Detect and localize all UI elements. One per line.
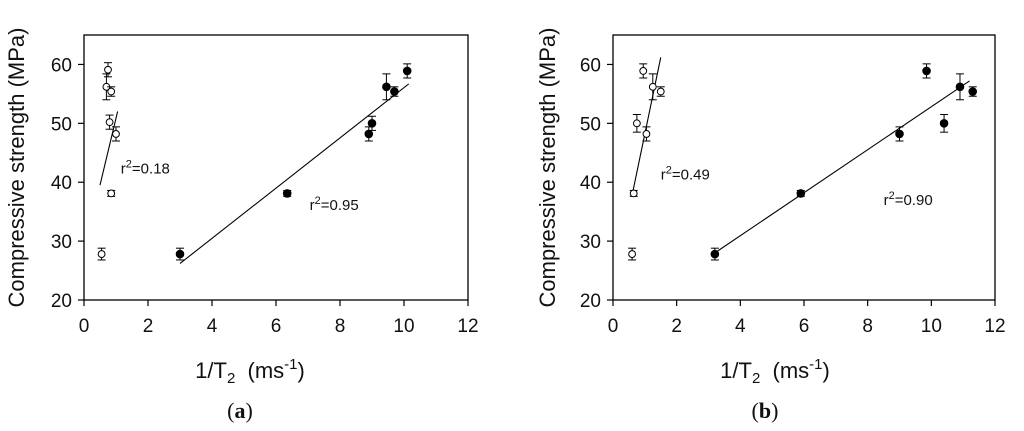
y-tick-label: 30 bbox=[51, 232, 72, 253]
fit-line bbox=[99, 111, 119, 186]
y-tick-label: 40 bbox=[51, 173, 72, 194]
x-tick-label: 0 bbox=[79, 316, 90, 337]
data-point bbox=[112, 130, 120, 138]
x-tick-label: 4 bbox=[735, 316, 746, 337]
data-point bbox=[628, 250, 636, 258]
data-point bbox=[656, 87, 665, 96]
data-point bbox=[968, 87, 978, 96]
x-tick-label: 2 bbox=[671, 316, 682, 337]
r-squared-label: r2=0.49 bbox=[661, 164, 710, 183]
y-tick-label: 50 bbox=[580, 114, 601, 135]
y-tick-label: 30 bbox=[580, 232, 601, 253]
data-point bbox=[895, 129, 904, 139]
y-axis-label: Compressive strength (MPa) bbox=[535, 28, 560, 308]
data-point bbox=[402, 66, 412, 76]
chart-panel-a: 0 2 4 6 8 10 12 20 30 40 50 60 Compressive strength … bbox=[4, 28, 479, 423]
x-tick-label: 4 bbox=[207, 316, 218, 337]
data-point bbox=[364, 129, 374, 139]
y-tick-label: 60 bbox=[580, 55, 601, 76]
data-point bbox=[710, 249, 720, 259]
fit-line bbox=[631, 57, 662, 196]
r-squared-label: r2=0.18 bbox=[121, 158, 170, 177]
x-tick-label: 8 bbox=[862, 316, 873, 337]
fit-line bbox=[714, 80, 970, 254]
y-tick-label: 40 bbox=[580, 173, 601, 194]
data-point bbox=[107, 87, 116, 96]
data-point bbox=[390, 87, 399, 96]
x-tick-label: 12 bbox=[984, 316, 1005, 337]
y-tick-label: 60 bbox=[51, 55, 72, 76]
data-point bbox=[648, 82, 657, 91]
data-point bbox=[382, 82, 391, 92]
chart-panel-b: 0 2 4 6 8 10 12 20 30 40 50 60 Compressive strength … bbox=[535, 28, 1006, 423]
x-tick-label: 0 bbox=[608, 316, 619, 337]
data-point bbox=[642, 130, 651, 138]
data-point bbox=[632, 119, 641, 128]
y-tick-label: 20 bbox=[51, 291, 72, 312]
x-tick-label: 6 bbox=[799, 316, 810, 337]
data-point bbox=[367, 119, 377, 128]
data-point bbox=[939, 119, 949, 128]
data-point bbox=[282, 189, 292, 198]
fit-line bbox=[179, 83, 410, 264]
data-point bbox=[629, 189, 638, 198]
panel-label: (a) bbox=[227, 398, 253, 423]
y-axis-label: Compressive strength (MPa) bbox=[4, 28, 29, 308]
data-point bbox=[955, 82, 965, 92]
x-axis-label: 1/T2 (ms-1) bbox=[195, 356, 305, 387]
x-tick-label: 10 bbox=[393, 316, 414, 337]
y-tick-label: 20 bbox=[580, 291, 601, 312]
data-point bbox=[175, 249, 185, 259]
y-tick-label: 50 bbox=[51, 114, 72, 135]
x-tick-label: 8 bbox=[335, 316, 346, 337]
series-open: r2=0.49 bbox=[628, 57, 710, 261]
series-open: r2=0.18 bbox=[97, 62, 170, 261]
x-tick-label: 6 bbox=[271, 316, 282, 337]
x-tick-label: 12 bbox=[457, 316, 478, 337]
x-tick-label: 10 bbox=[921, 316, 942, 337]
series-filled: r2=0.90 bbox=[710, 63, 978, 261]
data-point bbox=[105, 118, 114, 127]
data-point bbox=[922, 66, 931, 76]
data-point bbox=[796, 189, 806, 198]
panel-label: (b) bbox=[752, 398, 779, 423]
series-filled: r2=0.95 bbox=[175, 63, 412, 264]
data-point bbox=[97, 250, 106, 258]
r-squared-label: r2=0.95 bbox=[310, 195, 359, 214]
x-tick-label: 2 bbox=[143, 316, 154, 337]
data-point bbox=[639, 67, 648, 75]
data-point bbox=[104, 65, 112, 74]
r-squared-label: r2=0.90 bbox=[884, 190, 933, 209]
x-axis-label: 1/T2 (ms-1) bbox=[720, 356, 830, 387]
data-point bbox=[107, 189, 116, 198]
